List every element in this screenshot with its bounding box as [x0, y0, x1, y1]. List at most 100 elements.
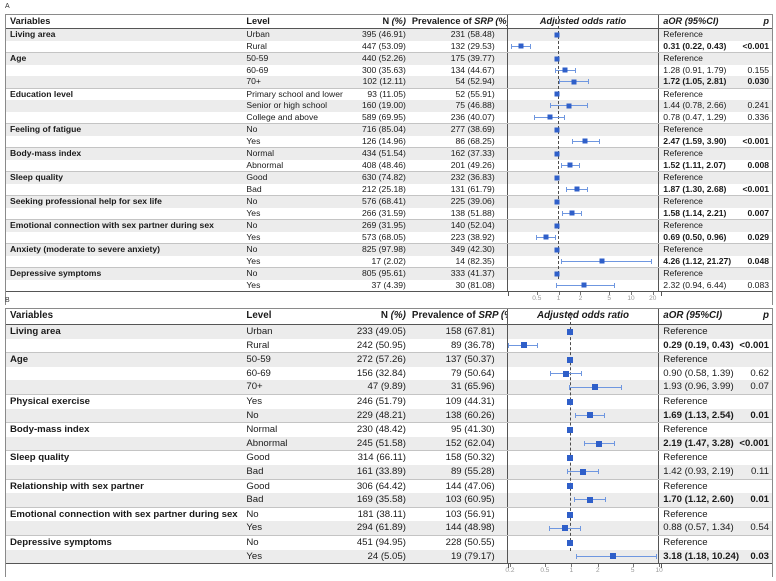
confidence-interval-line	[576, 553, 658, 559]
odds-ratio-marker	[610, 553, 617, 560]
n-percent-cell: 161 (33.89)	[356, 465, 406, 477]
table-row: Yes 126 (14.96) 86 (68.25) 2.47 (1.59, 3.90…	[6, 135, 772, 147]
level-cell: Urban	[246, 326, 273, 337]
variable-cell	[6, 232, 243, 244]
aor-ci-cell: Reference	[663, 148, 703, 158]
p-value-cell: 0.083	[747, 279, 770, 290]
variable-cell: Living area	[10, 29, 56, 39]
aor-ci-cell: Reference	[663, 196, 703, 206]
level-cell: Yes	[246, 279, 261, 290]
panel-b: B Variables Level N (%) Prevalence of SRP (…	[5, 296, 773, 578]
odds-ratio-marker	[599, 258, 605, 264]
forest-plot-cell	[506, 479, 660, 494]
variable-cell	[6, 112, 243, 124]
table-row: Age 50-59 272 (57.26) 137 (50.37) Reference	[6, 352, 772, 367]
p-value-cell: 0.03	[750, 550, 770, 562]
variable-cell	[6, 465, 243, 479]
axis-tick	[652, 292, 654, 295]
n-percent-cell: 805 (95.61)	[361, 268, 406, 278]
prevalence-cell: 132 (29.53)	[450, 40, 495, 51]
aor-ci-cell: 2.19 (1.47, 3.28)	[663, 437, 734, 449]
p-value-cell: 0.030	[747, 76, 770, 86]
p-value-cell: 0.007	[747, 207, 770, 218]
table-row: 60-69 300 (35.63) 134 (44.67) 1.28 (0.91, 1…	[6, 64, 772, 76]
p-value-header: p	[763, 310, 770, 321]
level-cell: Normal	[246, 148, 275, 158]
axis-tick	[558, 292, 560, 295]
level-cell: Good	[246, 172, 268, 182]
variable-cell	[6, 280, 243, 292]
level-cell: Good	[246, 480, 270, 492]
prevalence-cell: 140 (52.04)	[450, 220, 495, 230]
aor-ci-cell: Reference	[663, 536, 708, 548]
odds-ratio-marker	[518, 43, 524, 49]
level-cell: No	[246, 268, 258, 278]
aor-ci-cell: 0.69 (0.50, 0.96)	[663, 231, 727, 242]
p-value-cell: <0.001	[742, 183, 770, 194]
odds-ratio-marker	[582, 138, 588, 144]
level-cell: No	[246, 220, 258, 230]
axis-tick-label: 10	[655, 567, 663, 575]
prevalence-cell: 86 (68.25)	[455, 135, 495, 146]
odds-ratio-marker	[581, 282, 587, 288]
axis-tick-label: 5	[607, 295, 611, 302]
forest-plot-cell	[506, 338, 660, 353]
odds-ratio-marker	[563, 370, 570, 377]
table-row: Yes 573 (68.05) 223 (38.92) 0.69 (0.50, 0.9…	[6, 231, 772, 244]
forest-plot-cell	[506, 394, 660, 409]
n-percent-cell: 266 (31.59)	[361, 207, 406, 218]
variable-cell: Anxiety (moderate to severe anxiety)	[10, 244, 160, 254]
table-row: Depressive symptoms No 451 (94.95) 228 (50.…	[6, 534, 772, 550]
level-cell: 70+	[246, 76, 261, 86]
variable-cell: Age	[10, 354, 29, 366]
prevalence-cell: 138 (51.88)	[450, 207, 495, 218]
axis-tick	[632, 564, 634, 568]
axis-tick	[630, 292, 632, 295]
prevalence-cell: 236 (40.07)	[450, 111, 495, 122]
odds-ratio-marker	[562, 525, 569, 532]
level-cell: No	[246, 244, 258, 254]
n-percent-cell: 314 (66.11)	[357, 452, 406, 464]
forest-plot-cell	[506, 148, 660, 160]
n-percent-cell: 576 (68.41)	[361, 196, 406, 206]
forest-table-a: Variables Level N (%) Prevalence of SRP (%)…	[5, 14, 773, 292]
prevalence-cell: 103 (60.95)	[445, 494, 495, 506]
prevalence-cell: 89 (36.78)	[450, 339, 495, 351]
panel-a: A Variables Level N (%) Prevalence of SRP (…	[5, 2, 773, 305]
n-percent-cell: 451 (94.95)	[356, 536, 406, 548]
n-percent-cell: 246 (51.79)	[356, 395, 406, 407]
axis-tick	[544, 564, 546, 568]
p-value-cell: 0.048	[747, 255, 770, 266]
n-percent-cell: 825 (97.98)	[361, 244, 406, 254]
prevalence-cell: 231 (58.48)	[450, 29, 495, 39]
reference-marker	[554, 32, 560, 38]
forest-plot-cell	[506, 279, 660, 291]
axis-tick-label: 0.5	[540, 567, 550, 575]
forest-plot-cell	[506, 231, 660, 243]
axis-tick	[509, 564, 511, 568]
p-value-cell	[739, 89, 772, 101]
level-cell: Yes	[246, 395, 263, 407]
forest-plot-cell	[506, 53, 660, 65]
reference-marker	[567, 398, 574, 405]
level-cell: Abnormal	[246, 437, 288, 449]
table-row: Education level Primary school and lower 9…	[6, 87, 772, 101]
table-row: Abnormal 245 (51.58) 152 (62.04) 2.19 (1.47…	[6, 436, 772, 451]
p-value-cell: 0.155	[747, 64, 770, 75]
p-value-cell	[739, 536, 772, 550]
level-cell: Bad	[246, 465, 264, 477]
adjusted-odds-ratio-header: Adjusted odds ratio	[506, 309, 660, 324]
table-row: Yes 294 (61.89) 144 (48.98) 0.88 (0.57, 1.3…	[6, 521, 772, 535]
n-percent-cell: 229 (48.21)	[356, 409, 406, 421]
p-value-cell: 0.008	[747, 159, 770, 170]
p-value-cell: 0.54	[750, 522, 770, 534]
aor-ci-cell: 0.88 (0.57, 1.34)	[663, 522, 734, 534]
variable-header: Variables	[10, 310, 54, 321]
prevalence-cell: 158 (50.32)	[445, 452, 495, 464]
prevalence-cell: 52 (55.91)	[455, 88, 495, 99]
p-value-cell: <0.001	[742, 135, 770, 146]
odds-ratio-marker	[591, 384, 598, 391]
aor-ci-cell: Reference	[663, 268, 703, 278]
variable-cell: Sleep quality	[10, 172, 64, 182]
level-cell: 60-69	[246, 367, 271, 379]
